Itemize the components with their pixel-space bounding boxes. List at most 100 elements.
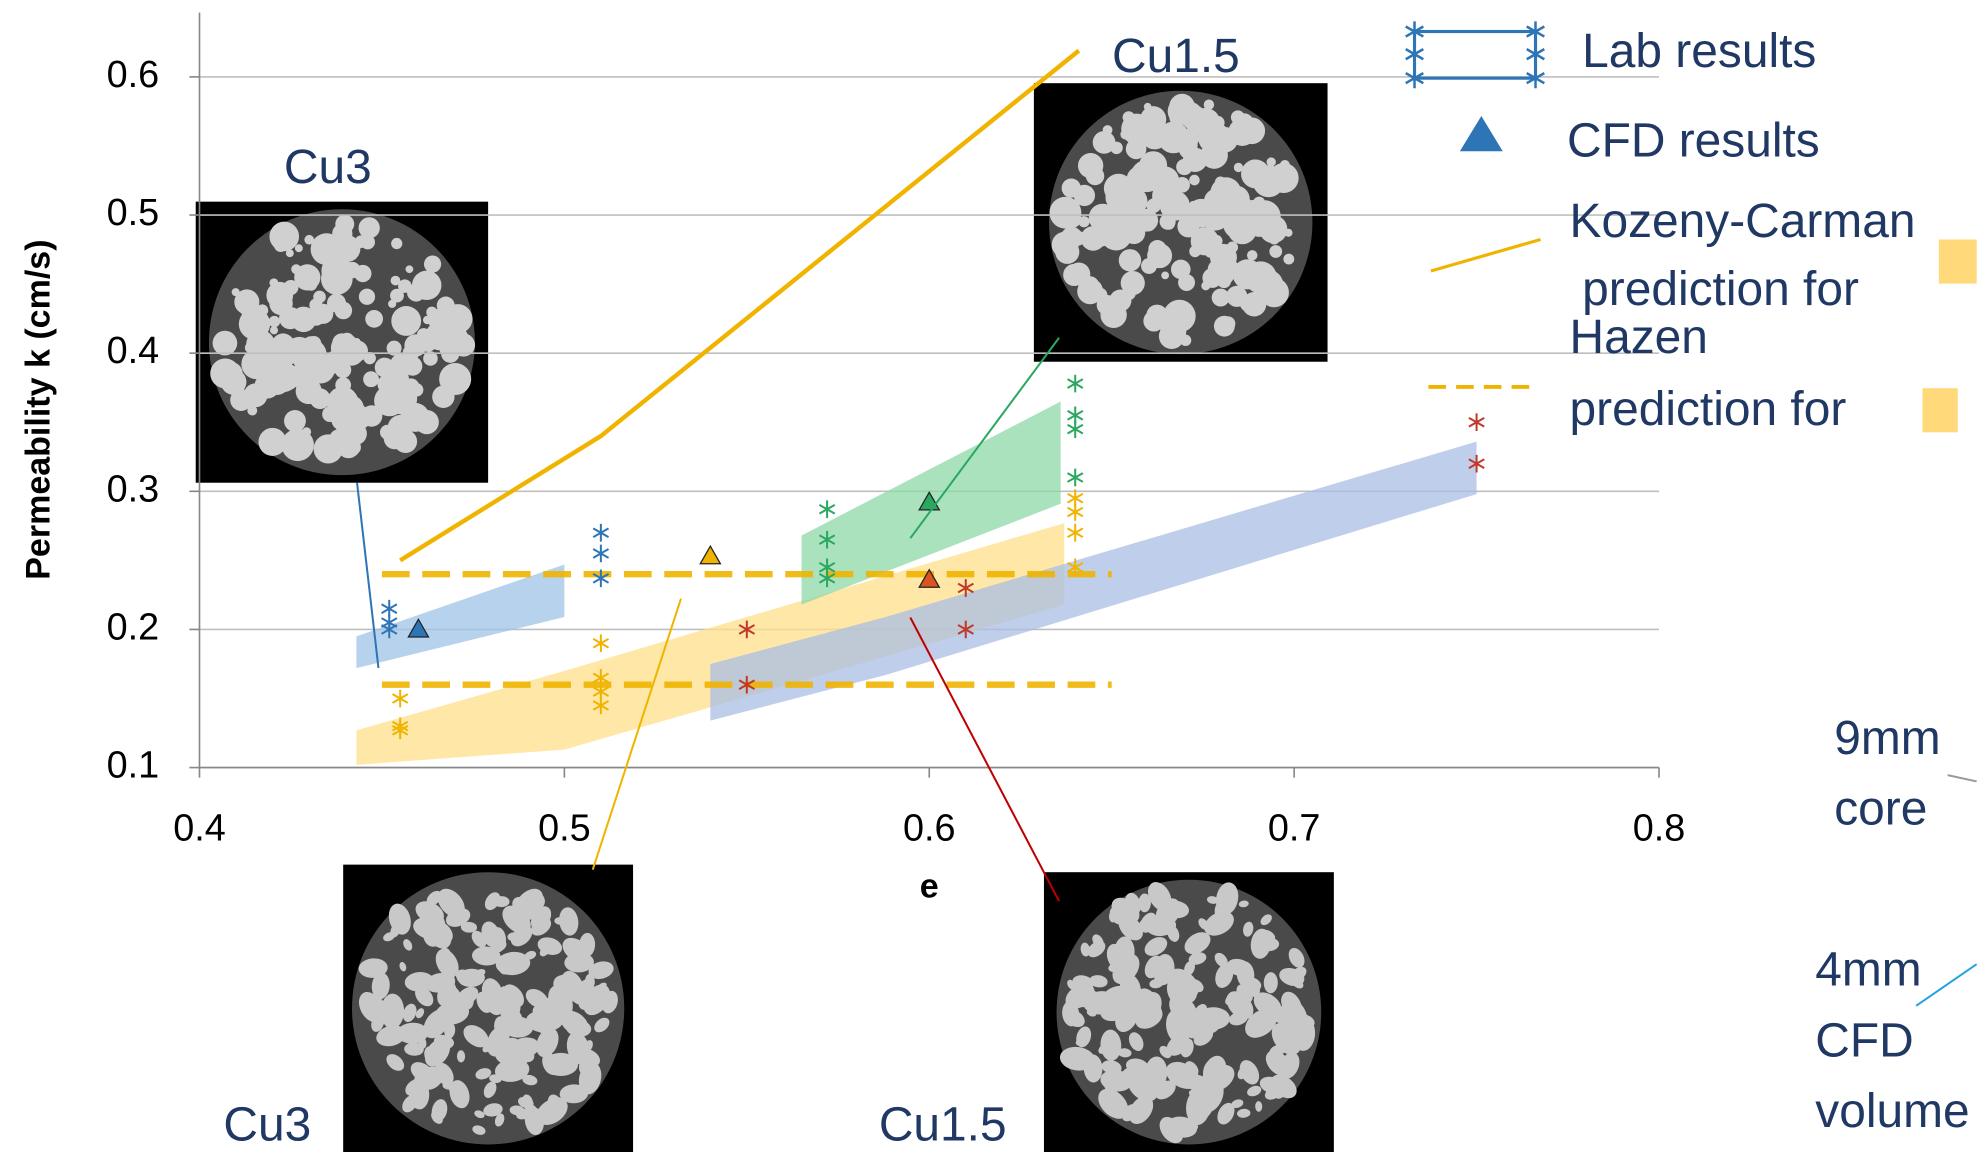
grain — [1233, 259, 1263, 289]
legend-kc-line — [1431, 239, 1541, 271]
grain — [1161, 271, 1169, 279]
grain — [544, 1053, 579, 1076]
lab-result — [593, 524, 608, 542]
grain — [1212, 127, 1237, 152]
y-tick-label: 0.4 — [107, 330, 160, 372]
grain — [282, 429, 314, 461]
grain — [1062, 178, 1081, 197]
annotation: volume — [1815, 1085, 1969, 1138]
grain — [1119, 249, 1141, 271]
grain — [365, 310, 383, 328]
grain — [269, 278, 278, 287]
grain — [1210, 244, 1237, 271]
grain — [1245, 226, 1256, 237]
grain — [247, 406, 257, 416]
grain — [406, 265, 414, 273]
grain — [327, 269, 335, 277]
lab-result — [1068, 469, 1083, 487]
grain — [412, 271, 441, 300]
grain — [333, 235, 360, 262]
grain — [439, 392, 453, 406]
legend-label: CFD results — [1567, 114, 1820, 167]
annotation: Cu1.5 — [1112, 30, 1240, 83]
range-band — [356, 565, 564, 669]
legend-label: Kozeny-Carman — [1570, 195, 1916, 248]
grain — [1126, 139, 1147, 160]
lab-result — [393, 690, 408, 708]
x-tick-label: 0.6 — [903, 808, 956, 850]
grain — [1259, 215, 1287, 243]
grain — [1210, 177, 1241, 208]
legend-label: prediction for — [1570, 383, 1847, 436]
grain — [284, 410, 306, 432]
annotation: 9mm — [1834, 712, 1940, 765]
grain — [1171, 260, 1191, 280]
grain — [1144, 220, 1155, 231]
annotation: Cu1.5 — [879, 1099, 1007, 1152]
grain — [335, 215, 354, 234]
connector — [1948, 775, 1977, 781]
annotation: Cu3 — [223, 1099, 311, 1152]
grain — [391, 276, 401, 286]
grain — [449, 312, 462, 325]
legend-swatch — [1939, 239, 1977, 283]
grain — [335, 302, 353, 320]
grain — [269, 222, 299, 252]
grain — [1141, 258, 1157, 274]
grain — [226, 365, 236, 375]
x-tick-label: 0.5 — [538, 808, 591, 850]
chart: e Permeability k (cm/s) 0.10.20.30.40.50… — [0, 0, 1977, 1152]
grain — [263, 368, 290, 395]
x-axis-title: e — [920, 868, 939, 906]
y-tick-label: 0.2 — [107, 606, 160, 648]
grain — [1247, 250, 1257, 260]
grain — [380, 425, 395, 440]
y-tick-label: 0.6 — [107, 54, 160, 96]
grain — [1189, 175, 1200, 186]
grain — [390, 289, 404, 303]
grain — [1169, 111, 1182, 124]
grain — [1163, 218, 1175, 230]
lab-result — [1068, 375, 1083, 393]
grain — [1241, 160, 1270, 189]
legend-label: prediction for — [1582, 263, 1859, 316]
grain — [1078, 153, 1103, 178]
grain — [1251, 301, 1265, 315]
annotation: CFD — [1815, 1014, 1913, 1067]
grain — [304, 235, 314, 245]
grain — [1226, 286, 1247, 307]
grain — [1131, 160, 1163, 192]
legend-triangle — [1460, 116, 1503, 151]
grain — [1148, 240, 1166, 258]
grain — [380, 383, 400, 403]
legend-lab-icon — [1415, 32, 1536, 79]
grain — [1093, 131, 1116, 154]
grain — [1055, 198, 1070, 213]
grain — [1231, 110, 1245, 124]
grain — [1111, 202, 1142, 233]
legend-swatch — [1922, 388, 1957, 432]
grain — [339, 333, 355, 349]
y-axis-title: Permeability k (cm/s) — [20, 239, 58, 579]
grain — [327, 395, 358, 426]
grain — [359, 289, 375, 305]
lab-result — [1469, 413, 1484, 431]
annotation: Cu3 — [284, 141, 372, 194]
annotation: core — [1834, 782, 1927, 835]
legend-label: Lab results — [1582, 25, 1816, 78]
grain — [1267, 157, 1276, 166]
lab-result — [1068, 420, 1083, 438]
grain — [344, 422, 367, 445]
grain — [213, 331, 238, 356]
grain — [294, 264, 320, 290]
annotation: 4mm — [1815, 944, 1921, 997]
x-tick-label: 0.8 — [1633, 808, 1686, 850]
lab-result — [1068, 524, 1083, 542]
grain — [295, 244, 303, 252]
x-tick-label: 0.4 — [173, 808, 226, 850]
grain — [1160, 191, 1190, 221]
grain — [313, 291, 326, 304]
grain — [1259, 278, 1289, 308]
grain — [1178, 129, 1198, 149]
grain — [268, 342, 295, 369]
